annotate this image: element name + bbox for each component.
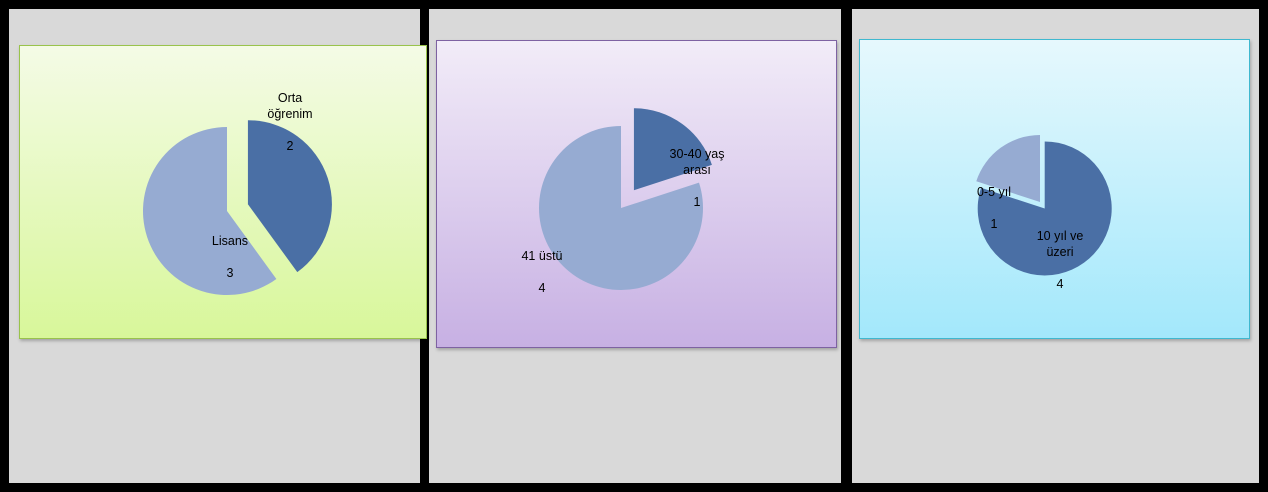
- data-label-lisans: Lisans 3: [180, 217, 280, 297]
- data-label-value: 1: [693, 195, 701, 209]
- chart-card-education[interactable]: Orta öğrenim 2 Lisans 3: [19, 45, 427, 339]
- data-label-value: 1: [990, 217, 998, 231]
- pie-slice-orta-öğrenim: [247, 120, 332, 273]
- pie-slice-0-5-yıl: [976, 135, 1040, 202]
- data-label-value: 4: [1056, 277, 1064, 291]
- data-label-value: 2: [286, 139, 294, 153]
- data-label-category: 0-5 yıl: [976, 185, 1012, 199]
- pie-chart-age: [539, 108, 712, 290]
- data-label-0-5-yil: 0-5 yıl 1: [949, 168, 1039, 248]
- pie-slice-10-yıl-ve-üzeri: [977, 141, 1112, 276]
- data-label-10-yil-ve-uzeri: 10 yıl ve üzeri 4: [1010, 212, 1110, 308]
- pie-slice-41-üstü: [539, 126, 703, 290]
- data-label-value: 3: [226, 266, 234, 280]
- data-label-value: 4: [538, 281, 546, 295]
- pie-slice-30-40-yaş-arası: [633, 108, 712, 191]
- data-label-30-40-yas-arasi: 30-40 yaş arası 1: [652, 130, 742, 226]
- data-label-category: Orta öğrenim: [267, 91, 313, 121]
- pie-chart-experience: [976, 135, 1112, 276]
- chart-card-experience[interactable]: 10 yıl ve üzeri 4 0-5 yıl 1: [859, 39, 1250, 339]
- data-label-category: 41 üstü: [521, 249, 563, 263]
- pie-slice-lisans: [143, 127, 277, 295]
- data-label-41-ustu: 41 üstü 4: [492, 232, 592, 312]
- data-label-orta-ogrenim: Orta öğrenim 2: [245, 74, 335, 170]
- data-label-category: 10 yıl ve üzeri: [1036, 229, 1084, 259]
- data-label-category: 30-40 yaş arası: [669, 147, 725, 177]
- chart-card-age[interactable]: 30-40 yaş arası 1 41 üstü 4: [436, 40, 837, 348]
- data-label-category: Lisans: [211, 234, 249, 248]
- pie-chart-education: [143, 120, 332, 295]
